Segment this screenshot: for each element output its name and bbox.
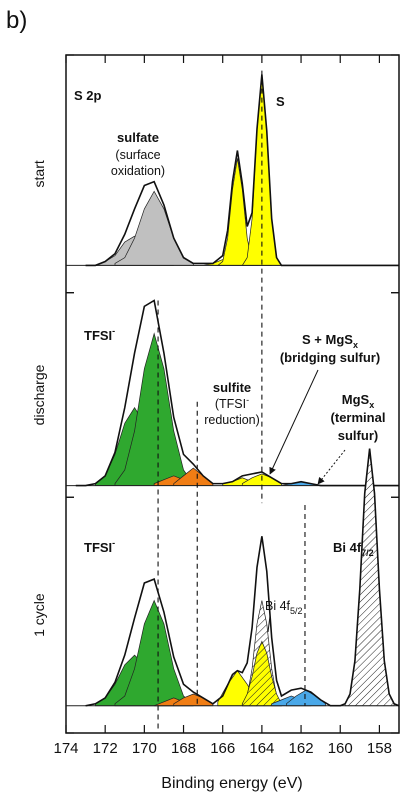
annotation-sub: 5/2 — [290, 606, 303, 616]
annotation-sup: - — [246, 395, 249, 405]
x-tick-label: 166 — [210, 740, 235, 757]
panel-label: discharge — [31, 364, 47, 425]
annotation: sulfate — [117, 130, 159, 145]
annotation: S + MgSx — [302, 332, 358, 350]
annotation: (TFSI- — [215, 395, 249, 411]
annotation-text: (TFSI — [215, 397, 246, 411]
x-tick-label: 160 — [328, 740, 353, 757]
annotation: (terminal — [331, 410, 386, 425]
x-tick-label: 170 — [132, 740, 157, 757]
plot-frame — [65, 54, 400, 734]
x-tick-label: 158 — [367, 740, 392, 757]
annotation-arrow — [269, 369, 319, 475]
annotation: S 2p — [74, 88, 102, 103]
annotation-sub: x — [353, 340, 358, 350]
annotation: Bi 4f5/2 — [265, 599, 303, 616]
envelope — [85, 448, 400, 707]
panel-label: start — [31, 160, 47, 187]
x-axis-label: Binding energy (eV) — [161, 775, 302, 792]
annotation: (surface — [115, 148, 160, 162]
annotation: TFSI- — [84, 538, 115, 555]
annotation-arrow — [317, 449, 346, 485]
fit-component — [344, 448, 395, 707]
fit-component — [114, 599, 194, 707]
panel-tag: b) — [6, 7, 27, 34]
envelope — [75, 299, 399, 487]
x-tick-label: 164 — [249, 740, 274, 757]
annotation-text: TFSI — [84, 540, 112, 555]
plot — [65, 54, 400, 734]
annotation-text: Bi 4f — [333, 540, 362, 555]
annotation: Bi 4f7/2 — [333, 540, 374, 558]
x-tick-label: 168 — [171, 740, 196, 757]
x-tick-label: 172 — [93, 740, 118, 757]
panel-label: 1 cycle — [31, 593, 47, 637]
annotation-sup: - — [112, 538, 115, 548]
annotation: sulfur) — [338, 428, 378, 443]
annotation: oxidation) — [111, 164, 165, 178]
annotation-text: MgS — [342, 392, 370, 407]
annotation: sulfite — [213, 380, 251, 395]
annotation-sub: 7/2 — [361, 548, 374, 558]
annotation-sub: x — [369, 400, 374, 410]
fit-component — [114, 332, 194, 486]
annotation: reduction) — [204, 413, 260, 427]
annotation-text: Bi 4f — [265, 599, 291, 613]
annotation-text: TFSI — [84, 328, 112, 343]
annotation: TFSI- — [84, 326, 115, 343]
annotation-text: S + MgS — [302, 332, 353, 347]
x-tick-label: 162 — [289, 740, 314, 757]
annotation: (bridging sulfur) — [280, 350, 380, 365]
envelope — [85, 74, 399, 267]
annotation: S — [276, 94, 285, 109]
x-tick-label: 174 — [53, 740, 78, 757]
annotation-sup: - — [112, 326, 115, 336]
annotation: MgSx — [342, 392, 374, 410]
annotation-leader — [267, 615, 271, 633]
